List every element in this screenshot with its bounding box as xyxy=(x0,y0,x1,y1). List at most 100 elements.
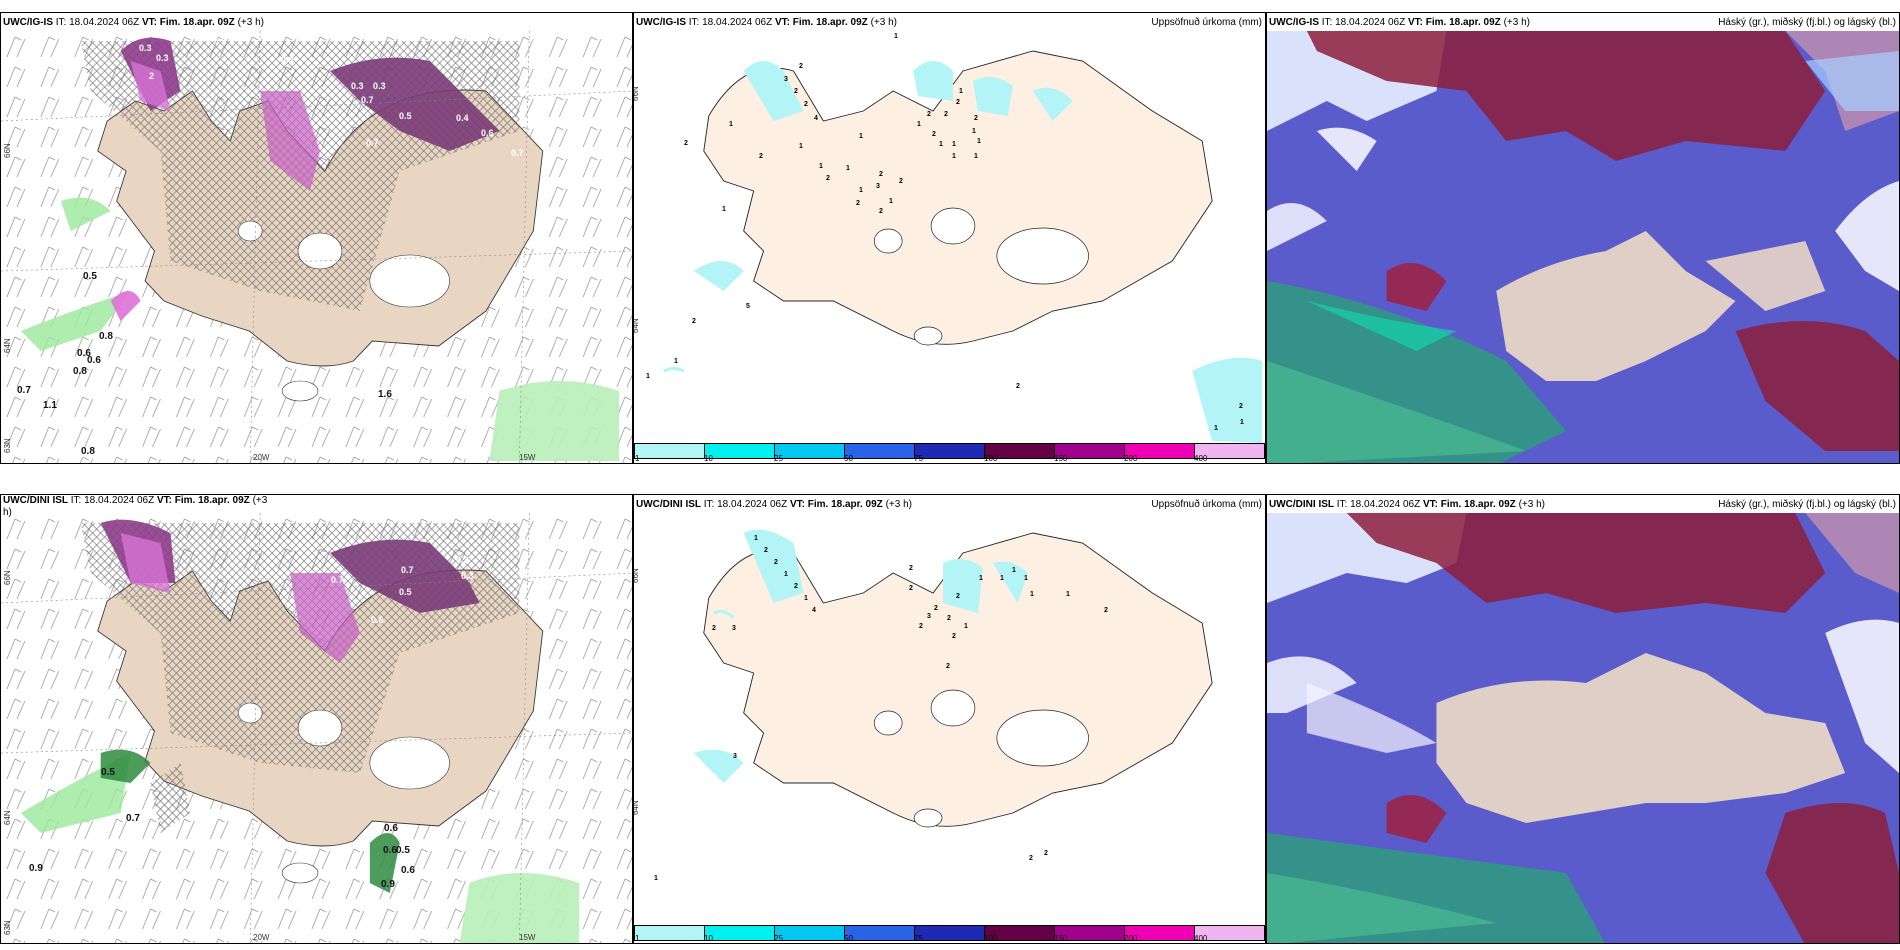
wind-value: 0.3 xyxy=(139,43,152,53)
lat-label: 63N xyxy=(3,920,12,935)
colorbar-tick: 200 xyxy=(1124,934,1138,943)
precip-value: 3 xyxy=(927,613,931,620)
precip-value: 1 xyxy=(974,153,978,160)
lat-label: 64N xyxy=(633,318,640,333)
colorbar-swatch xyxy=(1125,926,1195,940)
precip-value: 2 xyxy=(1239,403,1243,410)
precip-value: 5 xyxy=(746,303,750,310)
precip-value: 1 xyxy=(1030,591,1034,598)
precip-value: 1 xyxy=(979,575,983,582)
colorbar-tick: 25 xyxy=(774,454,783,463)
lon-label: 20W xyxy=(253,933,270,942)
precip-value: 2 xyxy=(909,565,913,572)
precip-value: 2 xyxy=(794,88,798,95)
colorbar-tick: 10 xyxy=(704,934,713,943)
precip-value: 2 xyxy=(927,111,931,118)
lat-label: 66N xyxy=(633,568,640,583)
precip-value: 1 xyxy=(964,623,968,630)
wind-value: 0.7 xyxy=(126,813,140,824)
panel-field-title: Háský (gr.), miðský (fj.bl.) og lágský (… xyxy=(1718,17,1896,28)
wind-value: 0.6 xyxy=(87,355,101,366)
colorbar-tick: 75 xyxy=(914,934,923,943)
panel-clouds-igis: UWC/IG-IS IT: 18.04.2024 06Z VT: Fim. 18… xyxy=(1266,12,1900,464)
panel-field-title: Háský (gr.), miðský (fj.bl.) og lágský (… xyxy=(1718,499,1896,510)
wind-value: 0.3 xyxy=(373,81,386,91)
colorbar-tick: 150 xyxy=(1054,454,1068,463)
colorbar-swatch xyxy=(845,926,915,940)
wind-map xyxy=(1,513,632,943)
colorbar-swatch xyxy=(635,444,705,458)
wind-value: 0.4 xyxy=(456,113,469,123)
precip-value: 1 xyxy=(819,163,823,170)
precip-value: 2 xyxy=(764,547,768,554)
wind-value: 0.3 xyxy=(281,55,294,65)
precip-value: 2 xyxy=(1044,850,1048,857)
precip-value: 1 xyxy=(952,141,956,148)
colorbar-tick: 75 xyxy=(914,454,923,463)
precip-value: 3 xyxy=(876,183,880,190)
wind-value: 0.7 xyxy=(511,148,524,158)
precip-value: 2 xyxy=(956,593,960,600)
precip-value: 1 xyxy=(846,165,850,172)
colorbar-tick: 25 xyxy=(774,934,783,943)
wind-value: 0.3 xyxy=(211,33,224,43)
wind-value: 0.7 xyxy=(366,138,379,148)
precip-value: 2 xyxy=(684,140,688,147)
colorbar-tick: 100 xyxy=(984,934,998,943)
colorbar-tick: 400 xyxy=(1194,934,1208,943)
precip-colorbar xyxy=(634,925,1265,941)
precip-colorbar xyxy=(634,443,1265,459)
precip-value: 2 xyxy=(804,101,808,108)
precip-value: 1 xyxy=(859,133,863,140)
wind-value: 0.3 xyxy=(351,81,364,91)
precip-value: 1 xyxy=(1214,425,1218,432)
precip-value: 3 xyxy=(784,76,788,83)
panel-wind-igis: UWC/IG-IS IT: 18.04.2024 06Z VT: Fim. 18… xyxy=(0,12,633,464)
wind-value: 0.5 xyxy=(83,271,97,282)
cloud-map xyxy=(1267,513,1899,943)
precip-value: 1 xyxy=(674,358,678,365)
colorbar-tick: 400 xyxy=(1194,454,1208,463)
cloud-map xyxy=(1267,31,1899,463)
panel-precip-igis: UWC/IG-IS IT: 18.04.2024 06Z VT: Fim. 18… xyxy=(633,12,1266,464)
wind-value: 0.8 xyxy=(81,446,95,457)
wind-value: 0.7 xyxy=(361,95,374,105)
wind-value: 0.3 xyxy=(461,571,474,581)
precip-value: 2 xyxy=(826,175,830,182)
precip-value: 1 xyxy=(654,875,658,882)
colorbar-tick: 50 xyxy=(844,934,853,943)
wind-value: 0.6 xyxy=(77,348,91,359)
precip-value: 1 xyxy=(1000,575,1004,582)
precip-value: 1 xyxy=(1024,575,1028,582)
precip-value: 2 xyxy=(934,605,938,612)
precip-map xyxy=(634,513,1265,925)
panel-title: UWC/IG-IS IT: 18.04.2024 06Z VT: Fim. 18… xyxy=(1269,17,1530,28)
colorbar-swatch xyxy=(915,926,985,940)
panel-precip-dini: UWC/DINI ISL IT: 18.04.2024 06Z VT: Fim.… xyxy=(633,494,1266,944)
precip-value: 2 xyxy=(712,625,716,632)
colorbar-tick: 1 xyxy=(635,934,640,943)
precip-value: 2 xyxy=(1016,383,1020,390)
precip-value: 2 xyxy=(947,615,951,622)
precip-value: 1 xyxy=(859,187,863,194)
colorbar-tick: 50 xyxy=(844,454,853,463)
panel-title-wrap: h) xyxy=(3,507,12,518)
wind-value: 0.7 xyxy=(17,385,31,396)
colorbar-swatch xyxy=(1195,926,1264,940)
precip-value: 2 xyxy=(1104,607,1108,614)
colorbar-swatch xyxy=(845,444,915,458)
precip-value: 2 xyxy=(794,583,798,590)
precip-value: 2 xyxy=(1029,855,1033,862)
precip-value: 1 xyxy=(1012,567,1016,574)
precip-value: 2 xyxy=(946,663,950,670)
precip-value: 1 xyxy=(799,143,803,150)
colorbar-tick: 100 xyxy=(984,454,998,463)
precip-value: 2 xyxy=(956,99,960,106)
colorbar-tick: 150 xyxy=(1054,934,1068,943)
wind-value: 0.9 xyxy=(29,863,43,874)
colorbar-swatch xyxy=(915,444,985,458)
panel-title: UWC/IG-IS IT: 18.04.2024 06Z VT: Fim. 18… xyxy=(636,17,897,28)
precip-value: 1 xyxy=(889,198,893,205)
wind-value: 0.5 xyxy=(101,767,115,778)
precip-value: 2 xyxy=(879,208,883,215)
